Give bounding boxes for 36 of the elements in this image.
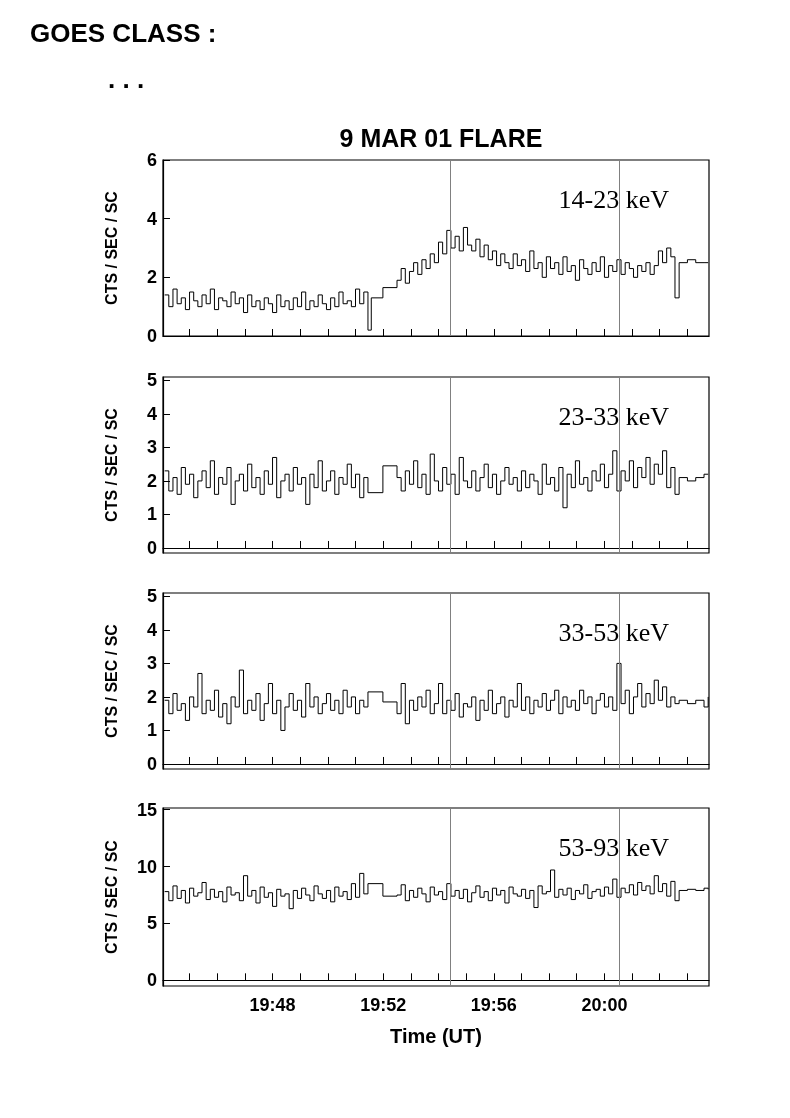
y-tick-label: 4 (146, 403, 157, 424)
y-axis-title: CTS / SEC / SC (102, 839, 120, 954)
y-tick-label: 6 (146, 150, 157, 170)
x-tick-label: 19:56 (470, 995, 517, 1015)
text: GOES CLASS : (30, 18, 217, 49)
annotation: 53-93 keV (558, 832, 670, 862)
y-tick-label: 2 (146, 267, 157, 288)
x-tick-label: 20:00 (581, 995, 628, 1015)
y-tick-label: 1 (146, 504, 157, 525)
y-tick-label: 5 (146, 913, 157, 934)
y-tick-label: 2 (146, 686, 157, 707)
annotation: 23-33 keV (558, 401, 670, 431)
x-axis-title: Time (UT) (390, 1025, 482, 1047)
x-tick-label: 19:48 (249, 995, 296, 1015)
y-tick-label: 3 (146, 437, 157, 458)
y-tick-label: 2 (146, 470, 157, 491)
y-tick-label: 3 (146, 653, 157, 674)
y-axis-title: CTS / SEC / SC (102, 623, 120, 738)
x-tick-label: 19:52 (360, 995, 407, 1015)
annotation: 14-23 keV (558, 184, 670, 214)
y-tick-label: 15 (136, 799, 157, 820)
y-tick-label: 0 (146, 537, 157, 558)
y-tick-label: 0 (146, 970, 157, 991)
annotation: 33-53 keV (558, 617, 670, 647)
chart-title: 9 MAR 01 FLARE (339, 123, 543, 152)
y-tick-label: 5 (146, 370, 157, 391)
y-tick-label: 4 (146, 208, 157, 229)
y-tick-label: 4 (146, 619, 157, 640)
y-tick-label: 10 (136, 856, 157, 877)
y-axis-title: CTS / SEC / SC (102, 407, 120, 522)
y-tick-label: 1 (146, 720, 157, 741)
y-tick-label: 5 (146, 586, 157, 607)
text: . . . (108, 64, 145, 95)
y-tick-label: 0 (146, 753, 157, 774)
y-tick-label: 0 (146, 326, 157, 346)
y-axis-title: CTS / SEC / SC (102, 190, 120, 305)
